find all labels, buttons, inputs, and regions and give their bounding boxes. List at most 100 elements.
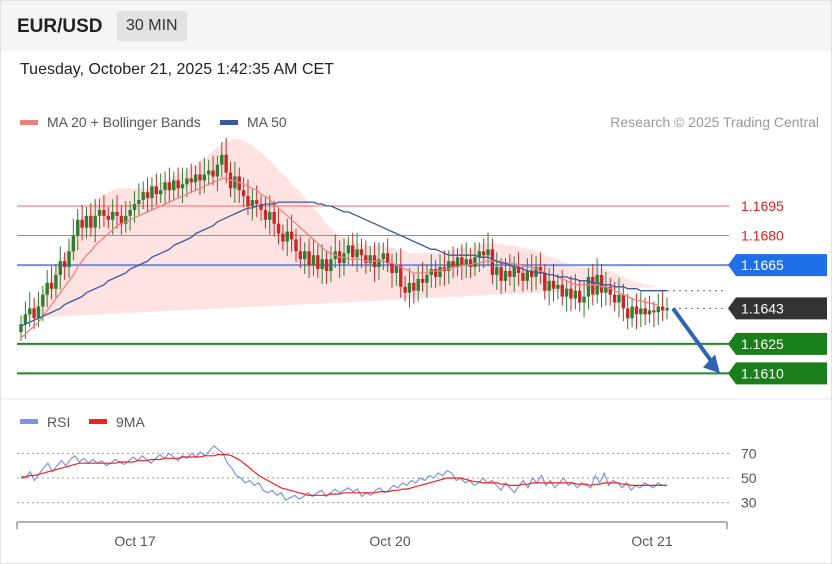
candle-body (468, 259, 473, 268)
ma50-legend-swatch (220, 120, 238, 125)
candle-body (250, 200, 255, 206)
candle-body (639, 308, 643, 315)
rsi-tick-label: 50 (741, 470, 757, 486)
candle-body (399, 265, 403, 287)
candle-body (529, 271, 534, 277)
candle-body (115, 211, 119, 216)
rsi-ma-line (20, 454, 667, 496)
candle-body (285, 231, 289, 242)
candle-body (132, 204, 137, 210)
candle-body (512, 267, 516, 277)
candle-body (359, 249, 364, 256)
ma20-legend-swatch (20, 120, 38, 125)
candle-body (45, 282, 49, 295)
candle-body (154, 186, 159, 195)
candle-body (499, 267, 503, 281)
candle-body (224, 154, 228, 173)
bollinger-band (21, 139, 659, 319)
interval-badge[interactable]: 30 MIN (117, 11, 187, 41)
candle-body (102, 209, 106, 216)
candle-body (246, 196, 250, 206)
candle-body (198, 174, 202, 181)
candle-body (599, 274, 604, 293)
candle-body (433, 269, 438, 277)
candle-body (71, 235, 76, 252)
level-tag (728, 254, 827, 277)
candle-body (23, 314, 28, 325)
candle-body (543, 272, 547, 291)
candle-body (460, 257, 464, 266)
candle-body (41, 294, 45, 307)
candle-body (189, 178, 193, 183)
header-bar: EUR/USD 30 MIN (1, 1, 831, 51)
candle-body (547, 280, 551, 291)
candle-body (298, 251, 303, 260)
rsi-legend-label: RSI (47, 414, 70, 430)
candle-body (158, 190, 163, 195)
level-label: 1.1610 (741, 365, 784, 381)
candle-body (652, 310, 656, 313)
candle-body (556, 284, 560, 289)
candle-body (346, 245, 351, 254)
candle-body (54, 274, 58, 289)
rsi-tick-label: 30 (741, 495, 757, 511)
ma20-legend-label: MA 20 + Bollinger Bands (47, 114, 201, 130)
candle-body (176, 180, 180, 189)
candle-body (626, 308, 630, 319)
candle-body (390, 263, 394, 273)
ma50-legend-label: MA 50 (247, 114, 287, 130)
candle-body (215, 164, 220, 177)
candle-body (150, 186, 154, 199)
level-label: 1.1665 (741, 257, 784, 273)
candle-body (128, 209, 132, 216)
candle-body (525, 271, 530, 281)
candle-body (564, 288, 569, 297)
candle-body (582, 296, 586, 303)
candle-body (202, 174, 207, 181)
x-tick-label: Oct 20 (369, 533, 410, 549)
candle-body (97, 209, 102, 216)
candle-body (569, 288, 573, 299)
candle-body (630, 306, 634, 319)
candle-body (307, 251, 311, 266)
candle-body (255, 200, 259, 205)
candle-body (368, 255, 372, 264)
candle-body (259, 204, 263, 210)
candle-body (106, 215, 110, 220)
candle-body (538, 267, 543, 273)
candle-body (58, 261, 62, 275)
candle-body (416, 278, 420, 291)
candle-body (495, 267, 499, 275)
candle-body (621, 294, 626, 309)
candle-body (206, 170, 211, 175)
candle-body (276, 223, 281, 234)
candle-body (412, 282, 416, 291)
candle-body (141, 192, 145, 201)
candle-body (89, 215, 93, 228)
candle-body (503, 271, 508, 281)
candle-body (534, 267, 538, 277)
candle-body (119, 215, 124, 224)
candle-body (303, 251, 307, 260)
symbol-title: EUR/USD (17, 16, 103, 37)
candle-body (604, 286, 608, 293)
candle-body (481, 251, 486, 256)
candle-body (124, 215, 128, 224)
candle-body (311, 255, 316, 266)
rsi-layer: 70 50 30 (17, 445, 757, 511)
level-label: 1.1625 (741, 336, 784, 352)
level-label: 1.1695 (741, 198, 784, 214)
candle-body (425, 274, 429, 283)
candle-body (477, 251, 482, 258)
level-label: 1.1680 (741, 228, 784, 244)
candle-body (272, 211, 276, 224)
candle-body (316, 255, 320, 270)
x-tick-label: Oct 21 (631, 533, 672, 549)
candle-body (329, 259, 333, 271)
candle-body (342, 253, 346, 264)
candle-body (455, 257, 460, 268)
candle-body (28, 308, 32, 315)
rsi-line (20, 445, 667, 502)
